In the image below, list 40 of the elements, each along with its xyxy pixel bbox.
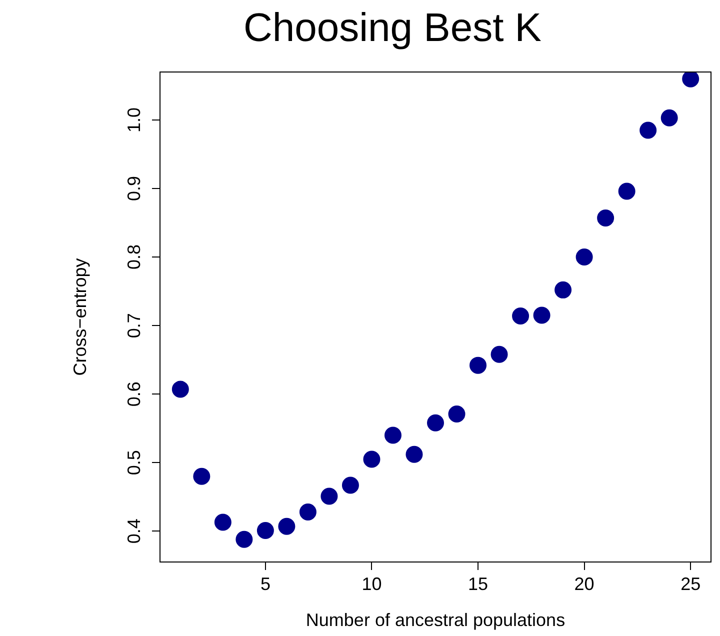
point	[448, 405, 466, 422]
point	[533, 306, 550, 324]
chart-title: Choosing Best K	[244, 6, 542, 50]
point	[342, 476, 359, 494]
x-tick-label: 15	[468, 574, 488, 594]
x-tick-label: 25	[680, 574, 701, 594]
point	[618, 182, 636, 200]
y-tick-label: 1.0	[124, 107, 144, 132]
y-tick-label: 0.6	[124, 382, 144, 407]
x-tick-label: 5	[260, 574, 270, 594]
y-tick-label: 0.9	[124, 176, 144, 202]
y-tick-label: 0.5	[124, 450, 144, 476]
point	[682, 72, 700, 88]
point	[490, 346, 508, 363]
x-axis-title: Number of ancestral populations	[306, 610, 566, 630]
point	[554, 281, 572, 298]
point	[660, 109, 678, 126]
point	[236, 530, 253, 548]
y-tick-label: 0.8	[124, 244, 144, 270]
point	[214, 514, 232, 531]
point	[320, 488, 338, 505]
y-tick-label: 0.7	[124, 313, 144, 338]
point	[384, 426, 402, 444]
point	[299, 503, 316, 520]
x-tick-label: 20	[574, 574, 594, 594]
y-axis-title: Cross−entropy	[70, 258, 90, 376]
point	[470, 356, 487, 374]
point	[363, 450, 380, 468]
point	[597, 209, 614, 226]
point	[193, 468, 210, 485]
point	[427, 414, 444, 432]
point	[406, 446, 423, 463]
point	[512, 307, 530, 324]
x-tick-label: 10	[362, 574, 382, 594]
y-tick-label: 0.4	[124, 518, 144, 544]
point	[640, 122, 657, 139]
point	[576, 248, 593, 266]
point	[278, 518, 296, 535]
point	[172, 380, 189, 398]
point	[256, 522, 274, 539]
